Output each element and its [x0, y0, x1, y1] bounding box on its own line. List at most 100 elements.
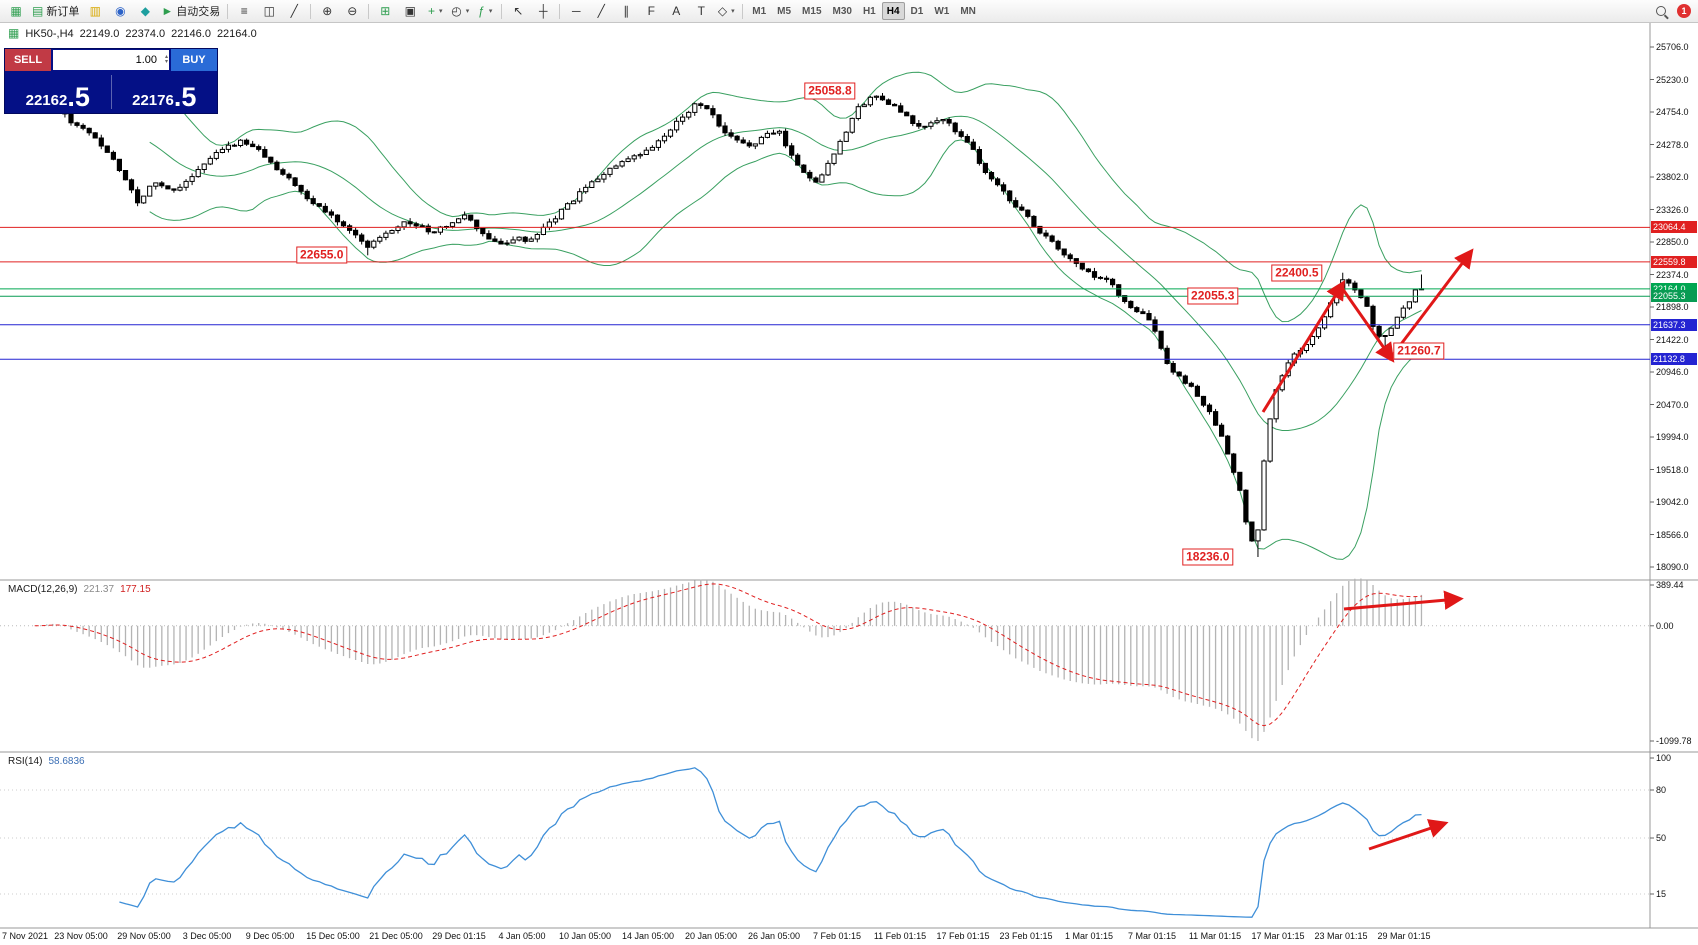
toolbar: ▦ ▤ 新订单 ▥ ◉ ◆ ► 自动交易 ≡ ◫ ╱ ⊕ ⊖ ⊞ ▣ + ▾ ◴ ▾…: [0, 0, 1698, 23]
macd-header: MACD(12,26,9) 221.37 177.15: [8, 584, 157, 595]
sell-button[interactable]: SELL: [5, 49, 51, 71]
periods-icon: ◴: [451, 4, 462, 18]
chevron-down-icon: ▾: [731, 8, 735, 15]
sell-price-frac: .5: [67, 82, 90, 113]
shapes-icon: ◇: [717, 4, 728, 18]
timeframe-h4[interactable]: H4: [881, 2, 905, 20]
bar-chart-icon: ≡: [240, 4, 248, 18]
channel-icon: ∥: [623, 4, 630, 18]
periods-button[interactable]: ◴ ▾: [448, 2, 472, 20]
toolbar-separator: [310, 3, 312, 19]
buy-price-frac: .5: [173, 82, 197, 113]
shapes-button[interactable]: ◇ ▾: [714, 2, 738, 20]
charts-button[interactable]: ▥: [83, 2, 107, 20]
new-chart-button[interactable]: + ▾: [423, 2, 447, 20]
rsi-header: RSI(14) 58.6836: [8, 756, 91, 767]
timeframe-mn[interactable]: MN: [960, 5, 976, 17]
navigator-button[interactable]: ◆: [133, 2, 157, 20]
volume-down-button[interactable]: ▾: [164, 59, 168, 65]
volume-value: 1.00: [135, 54, 157, 66]
fibonacci-button[interactable]: F: [639, 2, 663, 20]
zoom-out-button[interactable]: ⊖: [340, 2, 364, 20]
macd-label: MACD(12,26,9): [8, 584, 78, 595]
cascade-windows-icon: ▣: [404, 4, 416, 18]
cascade-windows-button[interactable]: ▣: [398, 2, 422, 20]
text-label-button[interactable]: T: [689, 2, 713, 20]
toolbar-separator: [742, 3, 744, 19]
bar-chart-button[interactable]: ≡: [232, 2, 256, 20]
timeframe-d1[interactable]: D1: [910, 5, 924, 17]
sell-price-main: 22162: [25, 91, 68, 109]
one-click-trading-panel: SELL 1.00 ▴ ▾ BUY 22162.5 22176.5: [4, 48, 218, 114]
trendline-icon: ╱: [597, 4, 605, 18]
cursor-icon: ↖: [513, 4, 524, 18]
new-order-button[interactable]: ▤ 新订单: [29, 2, 82, 20]
volume-spinner: ▴ ▾: [165, 50, 168, 70]
timeframe-h1[interactable]: H1: [862, 5, 876, 17]
macd-signal-value: 177.15: [120, 584, 151, 595]
chart-icon: ▦: [8, 26, 20, 40]
timeframe-w1[interactable]: W1: [934, 5, 950, 17]
navigator-icon: ◆: [140, 4, 150, 18]
channel-button[interactable]: ∥: [614, 2, 638, 20]
auto-trading-label: 自动交易: [176, 6, 221, 18]
search-button[interactable]: [1649, 2, 1673, 20]
zoom-in-button[interactable]: ⊕: [315, 2, 339, 20]
timeframe-m30[interactable]: M30: [832, 5, 852, 17]
zoom-out-icon: ⊖: [347, 4, 358, 18]
indicators-icon: ƒ: [478, 4, 485, 18]
buy-price[interactable]: 22176.5: [112, 71, 218, 113]
charts-icon: ▥: [89, 4, 102, 18]
toolbar-separator: [368, 3, 370, 19]
sell-price[interactable]: 22162.5: [5, 71, 111, 113]
app-icon: ▦: [10, 4, 22, 18]
app-button[interactable]: ▦: [4, 2, 28, 20]
open-value: 22149.0: [79, 28, 120, 40]
toolbar-separator: [559, 3, 561, 19]
candlestick-chart-button[interactable]: ◫: [257, 2, 281, 20]
low-value: 22146.0: [171, 28, 211, 40]
toolbar-separator: [501, 3, 503, 19]
notification-badge[interactable]: 1: [1677, 4, 1691, 18]
close-value: 22164.0: [216, 28, 257, 40]
chevron-down-icon: ▾: [488, 8, 493, 15]
volume-up-button[interactable]: ▴: [164, 54, 168, 60]
horizontal-line-button[interactable]: ─: [564, 2, 588, 20]
auto-trading-button[interactable]: ► 自动交易: [158, 2, 223, 20]
rsi-value: 58.6836: [48, 756, 85, 767]
rsi-label: RSI(14): [8, 756, 43, 767]
text-button[interactable]: A: [664, 2, 688, 20]
line-chart-button[interactable]: ╱: [282, 2, 306, 20]
buy-price-main: 22176: [132, 91, 174, 109]
crosshair-icon: ┼: [538, 4, 548, 18]
crosshair-button[interactable]: ┼: [531, 2, 555, 20]
indicators-button[interactable]: ƒ ▾: [473, 2, 497, 20]
price-divider: [110, 75, 112, 109]
new-order-icon: ▤: [32, 4, 44, 18]
search-icon: [1656, 6, 1666, 16]
volume-input[interactable]: 1.00 ▴ ▾: [53, 50, 169, 70]
macd-main-value: 221.37: [83, 584, 115, 595]
fibonacci-icon: F: [647, 4, 655, 18]
cursor-button[interactable]: ↖: [506, 2, 530, 20]
timeframe-m1[interactable]: M1: [752, 5, 767, 17]
text-icon: A: [672, 4, 681, 18]
auto-trading-icon: ►: [161, 4, 174, 18]
toolbar-separator: [227, 3, 229, 19]
tile-windows-button[interactable]: ⊞: [373, 2, 397, 20]
text-label-icon: T: [697, 4, 705, 18]
high-value: 22374.0: [125, 28, 166, 40]
market-watch-button[interactable]: ◉: [108, 2, 132, 20]
zoom-in-icon: ⊕: [322, 4, 333, 18]
timeframe-m15[interactable]: M15: [802, 5, 822, 17]
new-order-label: 新订单: [46, 6, 80, 18]
timeframe-m5[interactable]: M5: [777, 5, 792, 17]
candlestick-chart-icon: ◫: [263, 4, 275, 18]
market-watch-icon: ◉: [115, 4, 126, 18]
chevron-down-icon: ▾: [465, 8, 470, 15]
trendline-button[interactable]: ╱: [589, 2, 613, 20]
chart-ohlc-header: ▦ HK50-,H4 22149.0 22374.0 22146.0 22164.0: [8, 27, 263, 40]
buy-button[interactable]: BUY: [171, 49, 217, 71]
line-chart-icon: ╱: [290, 4, 298, 18]
